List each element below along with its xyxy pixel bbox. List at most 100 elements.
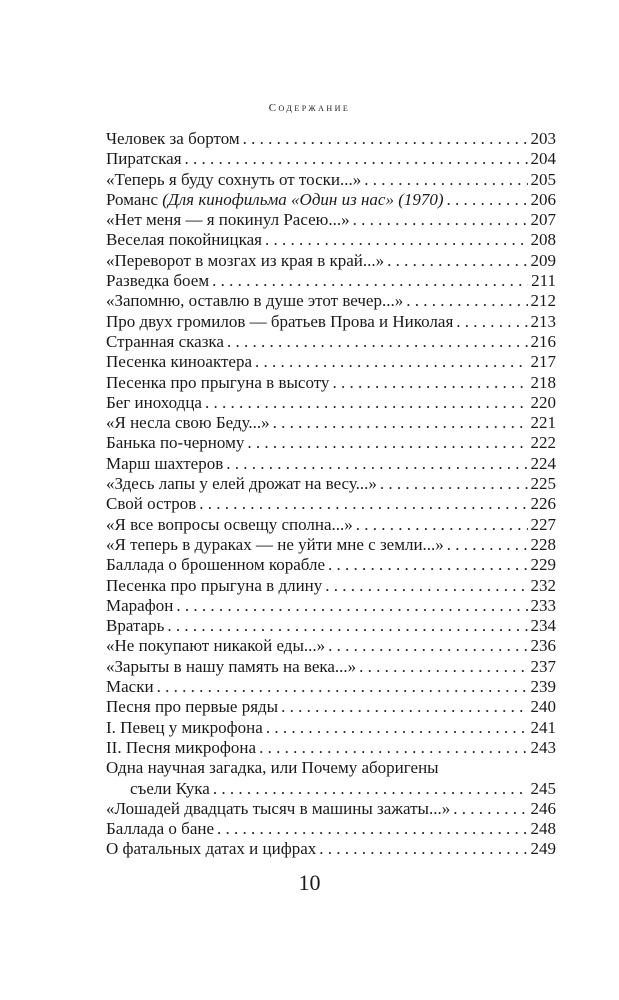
entry-title: Пиратская	[106, 149, 182, 169]
toc-entry: II. Песня микрофона 243	[106, 738, 556, 758]
dot-leader	[380, 474, 528, 494]
entry-page: 211	[531, 271, 556, 291]
dot-leader	[325, 576, 527, 596]
dot-leader	[328, 636, 527, 656]
dot-leader	[273, 413, 528, 433]
entry-title-text: Марш шахтеров	[106, 453, 224, 473]
dot-leader	[255, 352, 528, 372]
entry-page: 206	[530, 189, 557, 209]
entry-title: Марафон	[106, 596, 173, 616]
entry-title-text: Вратарь	[106, 616, 165, 636]
entry-title: Баллада о бане	[106, 819, 214, 839]
entry-page: 226	[530, 494, 557, 514]
dot-leader	[243, 129, 528, 149]
toc-entry: Про двух громилов — братьев Прова и Нико…	[106, 312, 556, 332]
entry-title: Вратарь	[106, 616, 164, 636]
running-header: Содержание	[268, 102, 351, 114]
entry-title-text: Странная сказка	[106, 331, 224, 351]
toc-entry: Маски 239	[106, 677, 556, 697]
entry-page: 217	[530, 352, 557, 372]
toc-entry: Баллада о брошенном корабле 229	[106, 555, 556, 575]
toc-entry: Веселая покойницкая 208	[106, 230, 556, 250]
dot-leader	[167, 616, 527, 636]
entry-title-text: «Я все вопросы освещу сполна...»	[106, 514, 353, 534]
entry-title-text: «Здесь лапы у елей дрожат на весу...»	[106, 474, 377, 494]
entry-title-text: «Зарыты в нашу память на века...»	[106, 656, 357, 676]
entry-page: 234	[530, 616, 557, 636]
dot-leader	[332, 373, 527, 393]
entry-page: 246	[530, 798, 557, 818]
entry-page: 229	[530, 555, 557, 575]
entry-page: 225	[530, 474, 557, 494]
dot-leader	[217, 819, 527, 839]
entry-subtitle: (Для кинофильма «Один из нас» (1970)	[162, 189, 444, 209]
dot-leader	[406, 291, 527, 311]
dot-leader	[456, 312, 527, 332]
toc-entry: «Не покупают никакой еды...» 236	[106, 636, 556, 656]
dot-leader	[364, 170, 527, 190]
entry-title: Песенка про прыгуна в длину	[106, 576, 322, 596]
entry-title: Баллада о брошенном корабле	[106, 555, 325, 575]
toc-entry: Человек за бортом 203	[106, 129, 556, 149]
entry-page: 204	[530, 149, 557, 169]
toc-entry: Песенка киноактера 217	[106, 352, 556, 372]
entry-title: Веселая покойницкая	[106, 230, 262, 250]
entry-page: 227	[530, 514, 557, 534]
entry-page: 237	[530, 656, 557, 676]
dot-leader	[359, 657, 527, 677]
entry-page: 218	[530, 372, 557, 392]
dot-leader	[185, 149, 528, 169]
entry-title-text: «Переворот в мозгах из края в край...»	[106, 250, 385, 270]
entry-title: Свой остров	[106, 494, 196, 514]
entry-page: 216	[530, 331, 557, 351]
entry-page: 224	[530, 453, 557, 473]
entry-title-text: «Не покупают никакой еды...»	[106, 636, 326, 656]
entry-title: Песенка про прыгуна в высоту	[106, 373, 329, 393]
entry-title-text: Маски	[106, 677, 154, 697]
entry-page: 203	[530, 129, 557, 148]
entry-title: «Не покупают никакой еды...»	[106, 636, 325, 656]
entry-title-text: «Теперь я буду сохнуть от тоски...»	[106, 169, 362, 189]
dot-leader	[281, 697, 527, 717]
toc-entry: Марш шахтеров 224	[106, 454, 556, 474]
entry-title-text: Песенка про прыгуна в высоту	[106, 372, 330, 392]
entry-page: 213	[530, 311, 557, 331]
entry-title: «Здесь лапы у елей дрожат на весу...»	[106, 474, 377, 494]
entry-title: Романс (Для кинофильма «Один из нас» (19…	[106, 190, 444, 210]
entry-page: 239	[530, 677, 557, 697]
toc-entry: Свой остров 226	[106, 494, 556, 514]
entry-title-text: «Лошадей двадцать тысяч в машины зажаты.…	[106, 798, 451, 818]
entry-title: «Лошадей двадцать тысяч в машины зажаты.…	[106, 799, 450, 819]
toc-entry: «Здесь лапы у елей дрожат на весу...» 225	[106, 474, 556, 494]
entry-page: 236	[530, 636, 557, 656]
dot-leader	[213, 779, 528, 799]
entry-title-text: Баллада о брошенном корабле	[106, 555, 326, 575]
toc-entry: «Я теперь в дураках — не уйти мне с земл…	[106, 535, 556, 555]
entry-title-text: «Я теперь в дураках — не уйти мне с земл…	[106, 534, 444, 554]
dot-leader	[259, 738, 527, 758]
dot-leader	[212, 271, 528, 291]
entry-title-text: Песенка про прыгуна в длину	[106, 575, 323, 595]
dot-leader	[199, 494, 527, 514]
dot-leader	[176, 596, 527, 616]
entry-title: Про двух громилов — братьев Прова и Нико…	[106, 312, 453, 332]
page-number: 10	[298, 870, 321, 895]
entry-title: Человек за бортом	[106, 129, 240, 149]
toc-entry: Песенка про прыгуна в высоту 218	[106, 373, 556, 393]
entry-title: Странная сказка	[106, 332, 224, 352]
toc-entry: Песня про первые ряды 240	[106, 697, 556, 717]
entry-page: 207	[530, 210, 557, 230]
dot-leader	[227, 332, 528, 352]
toc-entry: Вратарь 234	[106, 616, 556, 636]
toc-entry: Разведка боем 211	[106, 271, 556, 291]
entry-title: «Зарыты в нашу память на века...»	[106, 657, 356, 677]
toc-entry: «Зарыты в нашу память на века...» 237	[106, 657, 556, 677]
dot-leader	[265, 230, 528, 250]
entry-page: 212	[530, 291, 557, 311]
entry-page: 233	[530, 595, 557, 615]
dot-leader	[328, 555, 527, 575]
dot-leader	[353, 210, 528, 230]
dot-leader	[247, 433, 527, 453]
entry-title: «Переворот в мозгах из края в край...»	[106, 251, 384, 271]
dot-leader	[157, 677, 528, 697]
